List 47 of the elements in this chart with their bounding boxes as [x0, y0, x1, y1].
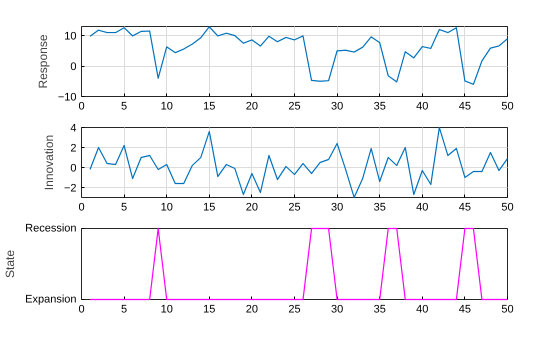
x-tick-label: 0: [78, 304, 85, 316]
x-tick-label: 30: [330, 304, 344, 316]
y-tick-label: 4: [70, 122, 77, 134]
x-tick-label: 20: [246, 202, 258, 214]
text: Recession: [25, 222, 76, 234]
y-tick-label: 2: [70, 142, 77, 154]
x-tick-label: 15: [203, 304, 216, 316]
x-tick-label: 5: [121, 100, 128, 112]
x-tick-label: 15: [203, 202, 216, 214]
x-tick-label: 50: [501, 202, 514, 214]
x-tick-label: 45: [458, 304, 472, 316]
y-axis-title: Response: [36, 34, 50, 89]
x-tick-label: 15: [203, 100, 216, 112]
x-tick-label: 20: [246, 100, 258, 112]
x-tick-label: 5: [121, 304, 128, 316]
x-tick-label: 30: [330, 202, 344, 214]
x-tick-label: 25: [288, 100, 301, 112]
x-tick-label: 5: [121, 202, 128, 214]
y-tick-label: −10: [58, 92, 77, 104]
x-tick-label: 45: [458, 100, 472, 112]
x-tick-label: 30: [330, 100, 344, 112]
y-tick-label: 10: [64, 30, 77, 43]
line-series: [89, 126, 508, 198]
x-tick-label: 40: [416, 100, 428, 112]
x-tick-label: 0: [78, 202, 85, 214]
x-tick-label: 45: [458, 202, 472, 214]
x-tick-label: 20: [246, 304, 258, 316]
x-tick-label: 25: [288, 202, 301, 214]
x-tick-label: 35: [374, 100, 386, 112]
x-tick-label: 40: [416, 202, 428, 214]
y-axis-title: State: [3, 250, 18, 278]
x-tick-label: 25: [288, 304, 301, 316]
x-tick-label: 35: [374, 304, 386, 316]
x-tick-label: 10: [160, 100, 173, 112]
y-axis-title: Innovation: [42, 134, 56, 190]
text: Expansion: [25, 294, 77, 306]
line-series: [89, 26, 508, 85]
x-tick-label: 40: [416, 304, 428, 316]
x-tick-label: 10: [160, 202, 173, 214]
x-tick-label: 35: [374, 202, 386, 214]
x-tick-label: 50: [501, 100, 514, 112]
y-tick-label: 0: [70, 61, 77, 74]
x-tick-label: 50: [501, 304, 514, 316]
y-tick-label: −2: [64, 182, 77, 194]
x-tick-label: 0: [78, 100, 85, 112]
x-tick-label: 10: [160, 304, 173, 316]
y-tick-label: 0: [70, 162, 77, 174]
